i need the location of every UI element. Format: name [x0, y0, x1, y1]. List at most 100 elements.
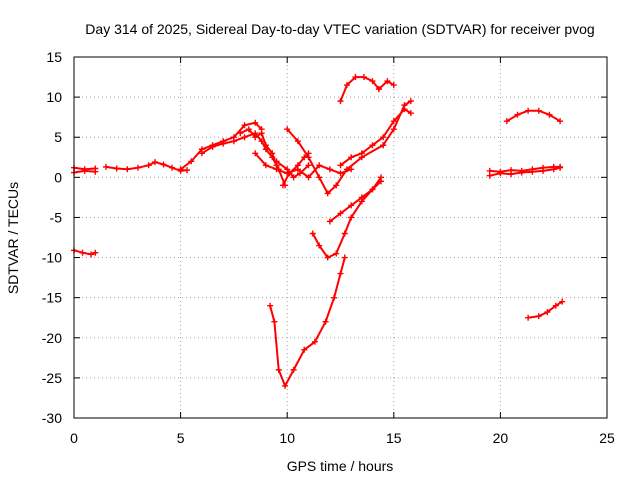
data-point [544, 309, 551, 316]
series-line [105, 161, 188, 172]
data-point [390, 82, 397, 89]
data-point [79, 249, 86, 256]
y-tick-label: -25 [42, 370, 62, 386]
data-point [540, 164, 547, 171]
series-line [339, 76, 380, 102]
data-point [525, 314, 532, 321]
series-line [73, 249, 96, 256]
data-point [237, 130, 244, 137]
data-point [407, 110, 414, 117]
data-series [71, 74, 566, 389]
series-track-02 [71, 167, 99, 176]
data-point [296, 170, 303, 177]
data-point [88, 251, 95, 258]
gridlines [74, 57, 607, 418]
data-point [401, 102, 408, 109]
data-point [380, 142, 387, 149]
data-point [134, 164, 141, 171]
data-point [273, 158, 280, 165]
data-point [333, 182, 340, 189]
data-point [169, 164, 176, 171]
data-point [326, 166, 333, 173]
data-point [360, 74, 367, 81]
y-axis-label: SDTVAR / TECUs [5, 182, 21, 294]
data-point [209, 143, 216, 150]
series-track-22 [525, 298, 566, 321]
data-point [514, 111, 521, 118]
data-point [331, 294, 338, 301]
data-point [352, 74, 359, 81]
x-tick-label: 5 [177, 430, 185, 446]
y-tick-label: 5 [54, 129, 62, 145]
data-point [343, 166, 350, 173]
series-line [506, 109, 561, 123]
data-point [348, 214, 355, 221]
y-tick-label: 0 [54, 169, 62, 185]
data-point [341, 254, 348, 261]
data-point [497, 168, 504, 175]
data-point [348, 202, 355, 209]
data-point [369, 142, 376, 149]
data-point [245, 126, 252, 133]
data-point [337, 170, 344, 177]
data-point [92, 168, 99, 175]
series-line [527, 300, 563, 319]
y-tick-label: -30 [42, 410, 62, 426]
data-point [407, 98, 414, 105]
data-point [316, 174, 323, 181]
chart-title: Day 314 of 2025, Sidereal Day-to-day VTE… [85, 21, 594, 37]
data-point [177, 166, 184, 173]
data-point [290, 366, 297, 373]
data-point [188, 158, 195, 165]
series-track-14 [337, 74, 382, 105]
data-point [198, 150, 205, 157]
data-point [102, 163, 109, 170]
data-point [369, 186, 376, 193]
data-point [275, 366, 282, 373]
data-point [230, 138, 237, 145]
data-point [124, 166, 131, 173]
data-point [267, 302, 274, 309]
data-point [262, 142, 269, 149]
series-track-20 [486, 163, 564, 175]
data-point [241, 122, 248, 129]
data-point [324, 190, 331, 197]
data-point [508, 167, 515, 174]
series-track-07 [237, 126, 280, 169]
data-point [258, 130, 265, 137]
data-point [282, 382, 289, 389]
x-tick-label: 15 [386, 430, 402, 446]
data-point [284, 166, 291, 173]
data-point [333, 250, 340, 257]
data-point [305, 174, 312, 181]
data-point [252, 134, 259, 141]
data-point [358, 150, 365, 157]
data-point [113, 165, 120, 172]
y-tick-label: -5 [50, 209, 63, 225]
data-point [152, 159, 159, 166]
data-point [369, 78, 376, 85]
data-point [390, 126, 397, 133]
series-track-04 [102, 159, 190, 174]
series-track-17 [309, 174, 385, 261]
data-point [337, 210, 344, 217]
y-tick-label: -15 [42, 290, 62, 306]
data-point [290, 174, 297, 181]
data-point [559, 298, 566, 305]
data-point [220, 140, 227, 147]
data-point [241, 134, 248, 141]
y-tick-label: 15 [46, 49, 62, 65]
data-point [384, 78, 391, 85]
data-point [145, 162, 152, 169]
data-point [503, 118, 510, 125]
data-point [378, 174, 385, 181]
data-point [380, 134, 387, 141]
data-point [183, 167, 190, 174]
data-point [557, 118, 564, 125]
plot-frame [73, 56, 608, 419]
data-point [284, 126, 291, 133]
data-point [81, 167, 88, 174]
series-track-10 [279, 150, 312, 189]
data-point [525, 107, 532, 114]
